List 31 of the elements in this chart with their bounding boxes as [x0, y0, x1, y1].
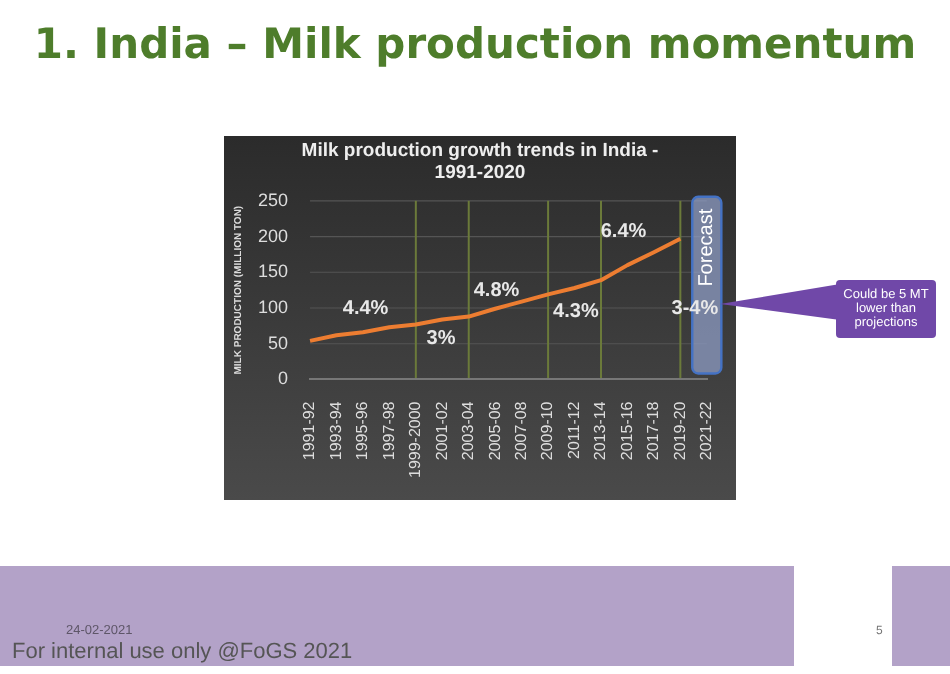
annotation: 3%	[426, 327, 456, 350]
x-tick-label: 1999-2000	[406, 400, 425, 479]
x-tick-label: 1993-94	[326, 400, 345, 461]
chart-title: 1. India – Milk production momentum	[31, 20, 919, 68]
y-tick-label: 250	[257, 189, 289, 210]
annotation: 4.8%	[473, 279, 520, 302]
x-tick-label: 1997-98	[379, 400, 398, 461]
x-tick-label: 2003-04	[459, 400, 478, 461]
x-tick-label: 2011-12	[564, 400, 583, 460]
text: For internal use only @FoGS 2021	[12, 640, 353, 664]
x-tick-label: 2015-16	[617, 400, 636, 461]
band-label: Forecast	[696, 208, 719, 287]
chart-subtitle: Milk production growth trends in India - 1991-2020	[299, 138, 661, 184]
y-tick-label: 50	[268, 332, 289, 353]
x-tick-label: 1991-92	[300, 400, 319, 461]
annotation: 4.4%	[342, 297, 389, 320]
annotation: 6.4%	[600, 220, 647, 243]
annotation: 4.3%	[553, 301, 599, 324]
y-tick-label: 150	[257, 261, 289, 282]
x-tick-label: 2009-10	[538, 400, 557, 461]
x-tick-label: 2013-14	[591, 400, 610, 461]
x-tick-label: 2019-20	[670, 400, 689, 461]
y-tick-label: 200	[257, 225, 289, 246]
x-tick-label: 2005-06	[485, 400, 504, 461]
y-tick-label: 100	[257, 296, 289, 317]
x-tick-label: 1995-96	[353, 400, 372, 461]
y-tick-label: 0	[278, 368, 289, 389]
x-tick-label: 2017-18	[644, 400, 663, 461]
x-tick-label: 2001-02	[432, 400, 451, 461]
x-tick-label: 2021-22	[697, 400, 716, 461]
x-tick-label: 2007-08	[512, 400, 531, 461]
